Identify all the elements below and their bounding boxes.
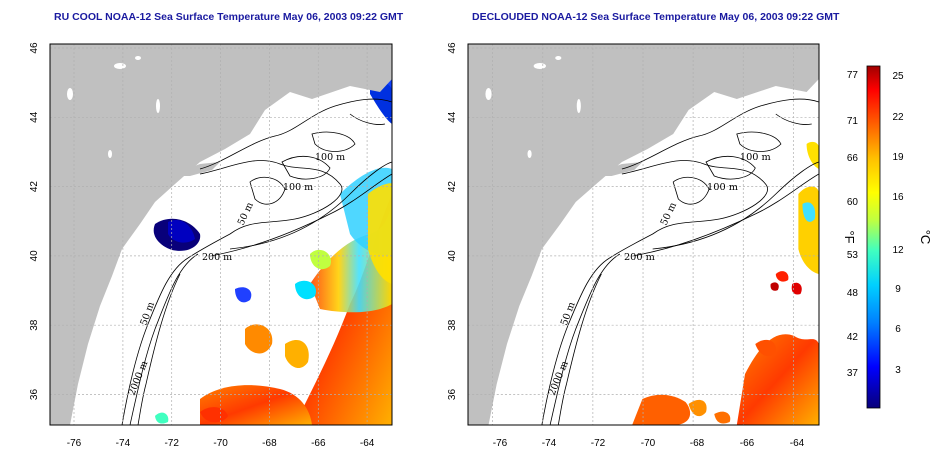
left-lon-tick: -66 (311, 438, 326, 449)
contour-label-50m-b: 50 m (559, 301, 578, 327)
right-sst-ocean-data (632, 65, 819, 425)
right-lat-tick: 36 (447, 389, 458, 401)
contour-label-2000m: 2000 m (127, 359, 151, 397)
celsius-unit-label: °C (918, 230, 933, 245)
colorbar-gradient (866, 65, 881, 409)
left-lon-tick: -68 (262, 438, 277, 449)
colorbar-f-label: 66 (847, 153, 859, 164)
colorbar-c-label: 19 (892, 152, 904, 163)
right-lat-tick: 42 (447, 181, 458, 193)
left-map-title: RU COOL NOAA-12 Sea Surface Temperature … (54, 11, 404, 23)
left-lat-ticks: 46 44 42 40 38 36 (29, 42, 40, 400)
contour-label-100m-b: 100 m (283, 182, 313, 193)
left-sst-ocean-data (153, 63, 392, 425)
right-lat-tick: 44 (447, 111, 458, 123)
right-map-title: DECLOUDED NOAA-12 Sea Surface Temperatur… (472, 11, 840, 23)
colorbar-f-label: 60 (847, 197, 859, 208)
colorbar-c-label: 6 (895, 324, 901, 335)
left-lon-ticks: -76 -74 -72 -70 -68 -66 -64 (67, 438, 375, 449)
colorbar-c-label: 9 (895, 284, 901, 295)
right-lon-ticks: -76 -74 -72 -70 -68 -66 -64 (493, 438, 805, 449)
left-lon-tick: -64 (360, 438, 375, 449)
colorbar-celsius-labels: 25 22 19 16 12 9 6 3 (892, 71, 904, 376)
right-lat-tick: 46 (447, 42, 458, 54)
left-map-panel: 100 m 100 m 50 m 200 m 50 m 2000 m -76 -… (29, 42, 393, 449)
contour-label-200m: 200 m (624, 252, 655, 263)
right-lon-tick: -68 (690, 438, 705, 449)
left-lat-tick: 42 (29, 181, 40, 193)
right-map-frame (467, 43, 820, 426)
left-lon-tick: -74 (116, 438, 131, 449)
left-lat-tick: 40 (29, 250, 40, 262)
right-lat-tick: 40 (447, 250, 458, 262)
right-lon-tick: -70 (641, 438, 656, 449)
right-lon-tick: -76 (493, 438, 508, 449)
colorbar-f-label: 71 (847, 116, 859, 127)
colorbar-f-label: 53 (847, 250, 859, 261)
left-lat-tick: 38 (29, 319, 40, 331)
left-lon-tick: -70 (213, 438, 228, 449)
contour-label-200m: 200 m (202, 252, 232, 263)
contour-label-100m-a: 100 m (315, 152, 345, 163)
colorbar-f-label: 48 (847, 288, 859, 299)
colorbar-fahrenheit-labels: 77 71 66 60 53 48 42 37 (847, 70, 859, 379)
contour-label-50m-b: 50 m (138, 301, 157, 327)
left-lon-tick: -72 (164, 438, 179, 449)
colorbar-c-label: 25 (892, 71, 904, 82)
colorbar-f-label: 42 (847, 332, 859, 343)
contour-label-2000m: 2000 m (547, 360, 571, 398)
left-lon-tick: -76 (67, 438, 82, 449)
right-lon-tick: -72 (591, 438, 606, 449)
temperature-colorbar: 77 71 66 60 53 48 42 37 25 22 19 16 12 9… (842, 65, 933, 409)
right-map-panel: 100 m 100 m 50 m 200 m 50 m 2000 m -76 -… (447, 42, 820, 449)
contour-label-100m-a: 100 m (740, 152, 771, 163)
colorbar-c-label: 3 (895, 365, 901, 376)
left-lat-tick: 44 (29, 111, 40, 123)
right-lon-tick: -64 (790, 438, 805, 449)
contour-label-50m-a: 50 m (236, 201, 256, 228)
colorbar-c-label: 12 (892, 245, 904, 256)
right-lon-tick: -74 (542, 438, 557, 449)
left-lat-tick: 36 (29, 389, 40, 401)
colorbar-f-label: 37 (847, 368, 859, 379)
contour-label-100m-b: 100 m (707, 182, 738, 193)
contour-label-50m-a: 50 m (659, 201, 680, 227)
left-map-frame (49, 43, 393, 426)
colorbar-f-label: 77 (847, 70, 859, 81)
right-lon-tick: -66 (740, 438, 755, 449)
left-lat-tick: 46 (29, 42, 40, 54)
right-lat-tick: 38 (447, 319, 458, 331)
colorbar-c-label: 22 (892, 112, 904, 123)
right-lat-ticks: 46 44 42 40 38 36 (447, 42, 458, 400)
fahrenheit-unit-label: °F (842, 230, 857, 243)
colorbar-c-label: 16 (892, 192, 904, 203)
